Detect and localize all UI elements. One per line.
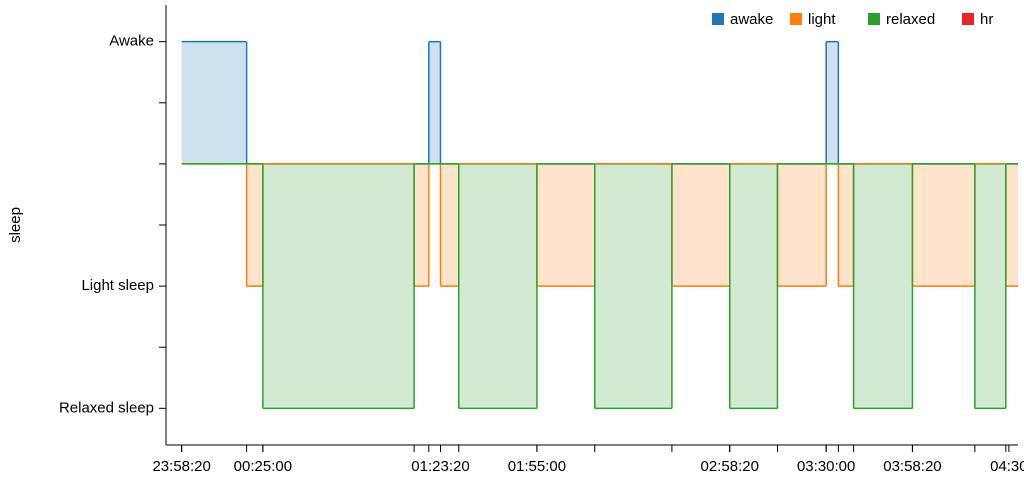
stage-area — [458, 163, 537, 409]
stage-area — [671, 163, 730, 287]
stage-area — [536, 163, 595, 287]
legend-swatch — [962, 13, 974, 25]
x-tick-label: 00:25:00 — [234, 458, 292, 475]
legend-swatch — [712, 13, 724, 25]
stage-area — [777, 163, 827, 287]
legend-swatch — [868, 13, 880, 25]
stage-area — [594, 163, 672, 409]
legend-label: relaxed — [886, 11, 935, 28]
legend-label: hr — [980, 11, 993, 28]
stage-area — [246, 163, 263, 287]
x-tick-label: 23:58:20 — [152, 458, 210, 475]
stage-area — [414, 163, 429, 287]
stage-area — [826, 41, 839, 164]
stage-area — [729, 163, 778, 409]
y-tick-label: Awake — [109, 33, 154, 50]
x-tick-label: 02:58:20 — [701, 458, 759, 475]
stage-area — [912, 163, 975, 287]
stage-area — [262, 163, 415, 409]
x-tick-label: 01:55:00 — [508, 458, 566, 475]
x-tick-label: 03:30:00 — [797, 458, 855, 475]
stage-area — [974, 163, 1006, 409]
stage-area — [1005, 163, 1018, 287]
stage-area — [440, 163, 459, 287]
y-tick-label: Light sleep — [81, 277, 154, 294]
y-axis-label: sleep — [7, 207, 24, 243]
legend-label: light — [808, 11, 836, 28]
stage-area — [853, 163, 913, 409]
stage-area — [838, 163, 854, 287]
x-tick-label: 04:30 — [990, 458, 1024, 475]
legend-label: awake — [730, 11, 773, 28]
x-tick-label: 03:58:20 — [883, 458, 941, 475]
stage-area — [181, 41, 247, 164]
legend-swatch — [790, 13, 802, 25]
x-tick-label: 01:23:20 — [411, 458, 469, 475]
stage-area — [428, 41, 441, 164]
y-tick-label: Relaxed sleep — [59, 399, 154, 416]
